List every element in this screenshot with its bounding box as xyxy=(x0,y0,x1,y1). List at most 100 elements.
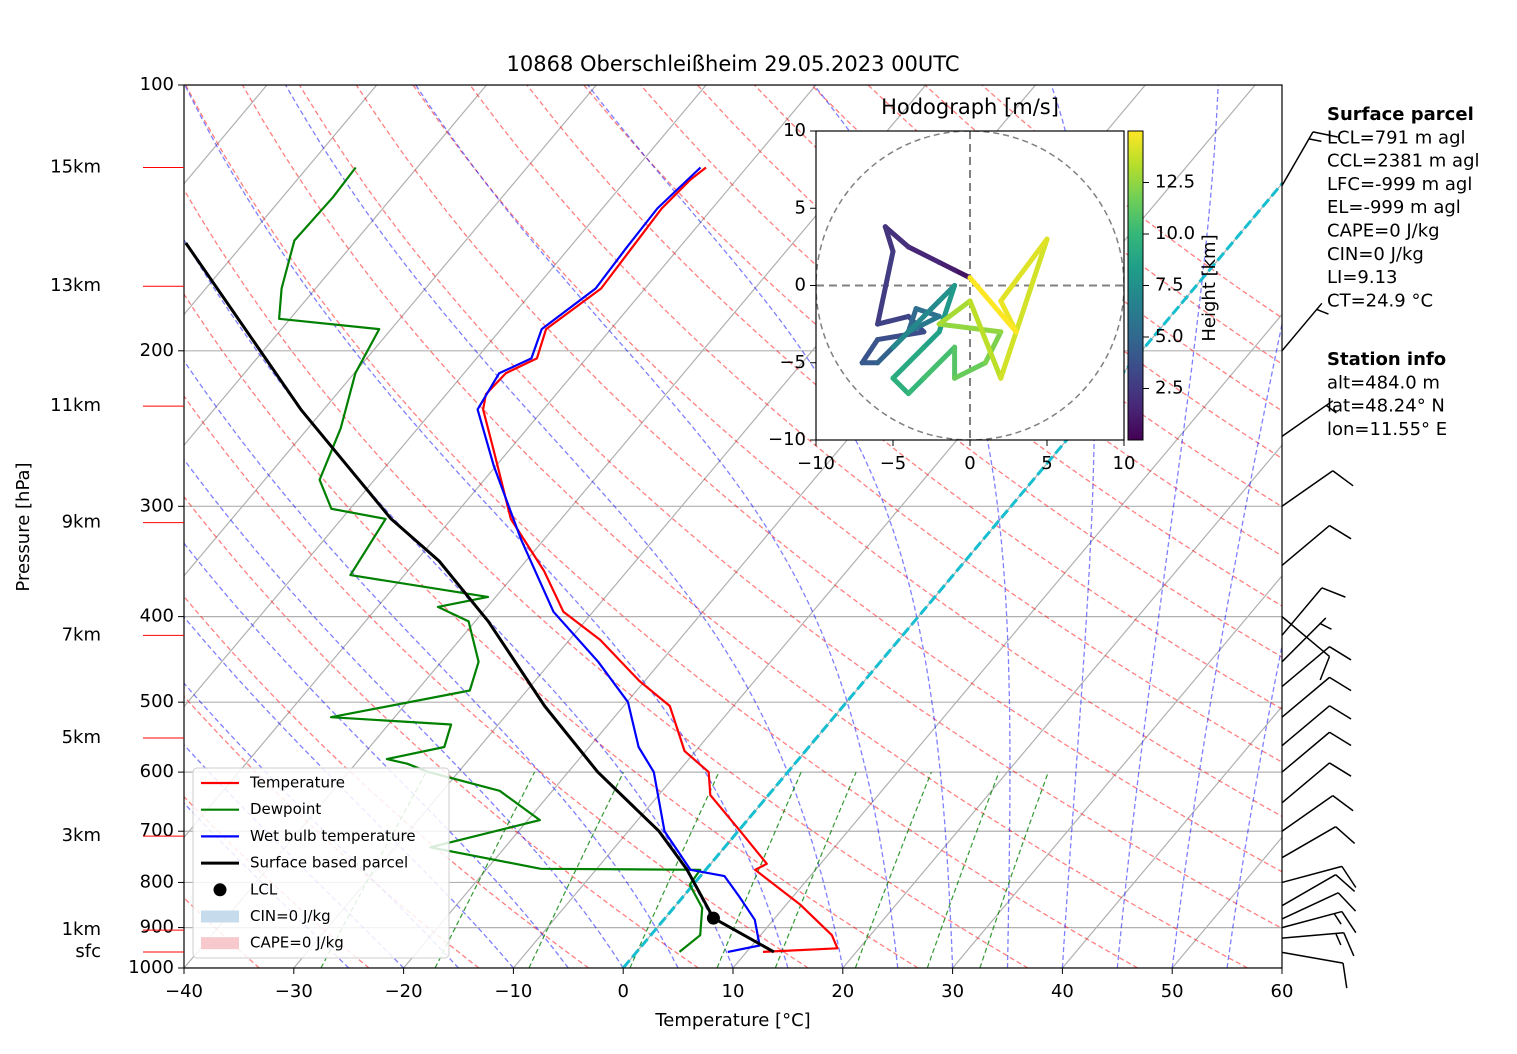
dry-adiabat xyxy=(241,85,1248,968)
barb-shaft xyxy=(1281,400,1334,437)
colorbar-tick-label: 12.5 xyxy=(1155,172,1195,193)
y-tick-label: 600 xyxy=(140,761,174,782)
panel-title: Surface parcel xyxy=(1327,104,1474,125)
x-tick-label: 30 xyxy=(941,981,964,1002)
barb-shaft xyxy=(1281,616,1330,658)
barb-shaft xyxy=(1281,892,1339,920)
wind-barb xyxy=(1281,524,1352,566)
dry-adiabat xyxy=(298,85,1282,930)
wind-barb xyxy=(1281,826,1356,859)
barb-flag xyxy=(1321,587,1346,598)
barb-shaft xyxy=(1281,951,1344,964)
x-tick-label: 50 xyxy=(1161,981,1184,1002)
panel-line: lon=11.55° E xyxy=(1327,419,1447,440)
hodograph-segment xyxy=(936,298,973,327)
y-tick-label: 700 xyxy=(140,820,174,841)
barb-shaft xyxy=(1281,524,1330,566)
hodo-y-tick-label: −10 xyxy=(768,429,806,450)
hodograph-segment xyxy=(952,267,973,281)
lcl-marker xyxy=(706,911,720,925)
panel-line: LCL=791 m agl xyxy=(1327,127,1466,148)
barb-half xyxy=(1319,622,1332,630)
hodograph-background xyxy=(816,131,1124,440)
hodograph-segment xyxy=(875,329,927,343)
colorbar-tick-label: 10.0 xyxy=(1155,223,1195,244)
barb-shaft xyxy=(1281,302,1323,352)
hodo-y-tick-label: 5 xyxy=(795,197,806,218)
mixing-ratio-line xyxy=(528,771,625,968)
barb-flag xyxy=(1329,762,1352,777)
wind-barb xyxy=(1281,865,1357,888)
height-label: 5km xyxy=(62,727,101,748)
hodograph-segment xyxy=(982,329,1004,366)
wind-barb xyxy=(1281,400,1337,437)
barb-half xyxy=(1335,933,1342,946)
hodograph-segment xyxy=(890,344,927,381)
barb-shaft xyxy=(1281,910,1343,929)
barb-flag xyxy=(1329,705,1352,720)
hodograph-segment xyxy=(905,244,942,265)
mixing-ratio-line xyxy=(979,771,1049,968)
isotherm-extension xyxy=(184,85,597,577)
hodograph-segment xyxy=(921,344,958,381)
wind-barb xyxy=(1281,705,1352,747)
hodograph-segment xyxy=(936,259,958,273)
legend: Temperature Dewpoint Wet bulb temperature S… xyxy=(192,767,450,959)
legend-box xyxy=(192,767,450,959)
barb-flag xyxy=(1343,932,1355,957)
barb-shaft xyxy=(1281,826,1337,859)
mixing-ratio-line xyxy=(774,771,857,968)
barb-shaft xyxy=(1281,931,1344,939)
barb-half xyxy=(1316,308,1329,315)
moist-adiabat xyxy=(184,542,569,968)
isotherm-extension xyxy=(184,85,707,708)
legend-label: Dewpoint xyxy=(250,800,321,818)
barb-shaft xyxy=(1281,731,1330,773)
barb-shaft xyxy=(1281,617,1327,663)
hodograph-segment xyxy=(890,375,911,397)
x-tick-label: −10 xyxy=(494,981,532,1002)
panel-line: CAPE=0 J/kg xyxy=(1327,221,1440,242)
barb-shaft xyxy=(1281,705,1330,747)
panel-title: Station info xyxy=(1327,349,1446,370)
height-label: sfc xyxy=(75,941,101,962)
hodo-y-tick-label: 10 xyxy=(783,120,806,141)
dry-adiabat xyxy=(184,293,919,968)
wind-barb xyxy=(1281,587,1346,636)
legend-swatch xyxy=(201,937,239,950)
hodo-x-tick-label: 0 xyxy=(964,453,975,474)
hodo-y-tick-label: −5 xyxy=(779,352,806,373)
barb-flag xyxy=(1341,911,1357,934)
x-tick-label: −40 xyxy=(165,981,203,1002)
wind-barb xyxy=(1281,676,1352,718)
y-tick-label: 1000 xyxy=(128,957,174,978)
legend-label: Temperature xyxy=(249,774,345,792)
barb-flag xyxy=(1329,731,1352,747)
dry-adiabat xyxy=(355,85,1282,873)
wind-barb xyxy=(1281,646,1352,688)
mixing-ratio-line xyxy=(716,771,802,968)
barb-shaft xyxy=(1281,795,1334,832)
barb-flag xyxy=(1329,646,1352,661)
y-tick-label: 200 xyxy=(140,340,174,361)
isotherm-extension xyxy=(184,85,378,316)
legend-label: LCL xyxy=(250,880,278,898)
x-axis-label: Temperature [°C] xyxy=(654,1010,810,1031)
dry-adiabat xyxy=(184,495,699,968)
barb-flag xyxy=(1335,826,1356,845)
hodograph-segment xyxy=(875,313,911,327)
hodo-x-tick-label: 5 xyxy=(1041,453,1052,474)
hodograph-title: Hodograph [m/s] xyxy=(881,95,1059,119)
moist-adiabat xyxy=(285,85,844,968)
wind-barb xyxy=(1281,910,1357,934)
y-tick-label: 500 xyxy=(140,691,174,712)
x-tick-label: −20 xyxy=(385,981,423,1002)
barb-shaft xyxy=(1281,587,1323,636)
barb-flag xyxy=(1337,892,1357,912)
zero-isotherm xyxy=(622,181,1282,968)
moist-adiabat xyxy=(184,359,679,968)
height-label: 13km xyxy=(50,275,101,296)
dry-adiabat xyxy=(185,85,1138,968)
